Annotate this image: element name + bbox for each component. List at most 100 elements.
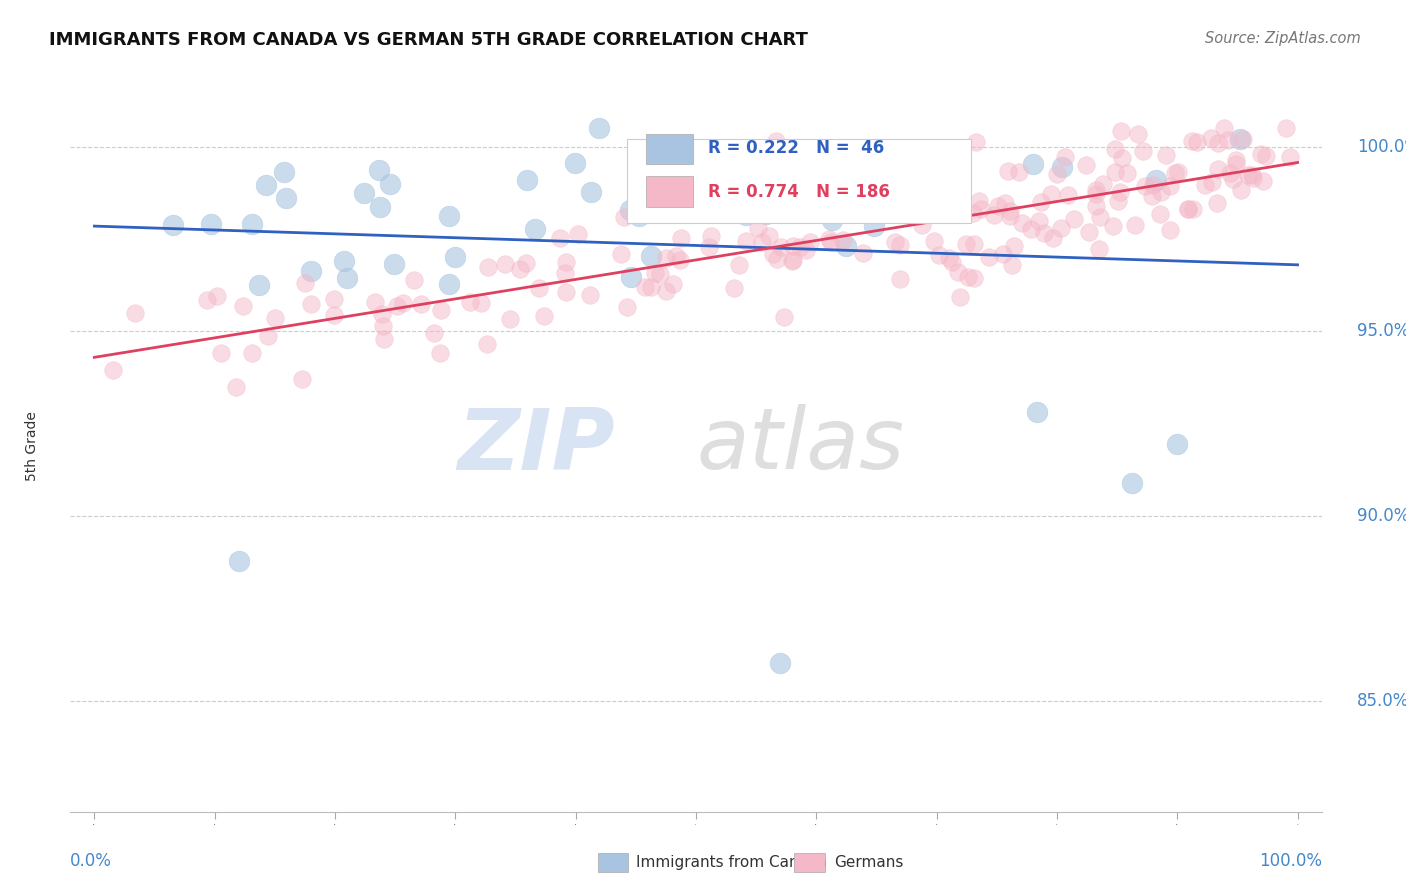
Point	[616, 300, 638, 314]
Text: IMMIGRANTS FROM CANADA VS GERMAN 5TH GRADE CORRELATION CHART: IMMIGRANTS FROM CANADA VS GERMAN 5TH GRA…	[49, 31, 808, 49]
Point	[1206, 161, 1229, 176]
Point	[1053, 150, 1076, 164]
Point	[751, 235, 773, 249]
Point	[820, 235, 842, 249]
Point	[533, 310, 555, 324]
Point	[782, 239, 804, 253]
Point	[225, 380, 247, 394]
Point	[1177, 202, 1199, 216]
Point	[735, 208, 758, 222]
Point	[1237, 168, 1260, 182]
Point	[529, 281, 551, 295]
Point	[1050, 160, 1073, 174]
Point	[516, 173, 538, 187]
Point	[1088, 242, 1111, 256]
Point	[983, 209, 1005, 223]
Point	[353, 186, 375, 200]
Point	[209, 345, 232, 359]
Point	[780, 253, 803, 268]
Bar	[645, 176, 693, 207]
Point	[955, 236, 977, 251]
Point	[477, 260, 499, 274]
Point	[1039, 187, 1062, 202]
Point	[1250, 146, 1272, 161]
Point	[1085, 186, 1108, 201]
Point	[1121, 475, 1143, 490]
Point	[240, 345, 263, 359]
Text: 5th Grade: 5th Grade	[25, 411, 39, 481]
Point	[1213, 121, 1236, 136]
Point	[1206, 195, 1229, 210]
Point	[905, 182, 928, 196]
Point	[860, 186, 883, 200]
Point	[662, 277, 685, 291]
Point	[644, 266, 666, 280]
Point	[763, 168, 786, 182]
Point	[747, 221, 769, 235]
Point	[1225, 153, 1247, 167]
Point	[613, 210, 636, 224]
Text: 90.0%: 90.0%	[1357, 508, 1406, 525]
Point	[368, 200, 391, 214]
Point	[402, 272, 425, 286]
Point	[291, 372, 314, 386]
Point	[1167, 165, 1189, 179]
Point	[555, 254, 578, 268]
Point	[866, 188, 889, 202]
Point	[987, 199, 1010, 213]
Point	[1088, 210, 1111, 224]
Point	[842, 200, 865, 214]
Point	[1116, 166, 1139, 180]
Point	[1056, 188, 1078, 202]
Point	[640, 280, 662, 294]
Point	[460, 295, 482, 310]
Point	[1092, 177, 1115, 191]
Point	[967, 194, 990, 208]
Point	[775, 153, 797, 168]
Point	[515, 256, 537, 270]
Point	[1201, 130, 1223, 145]
Point	[524, 222, 547, 236]
Point	[949, 290, 972, 304]
Point	[962, 206, 984, 220]
Point	[1241, 168, 1264, 182]
Point	[889, 173, 911, 187]
Point	[1078, 225, 1101, 239]
Point	[387, 299, 409, 313]
Point	[911, 185, 934, 199]
Point	[769, 240, 792, 254]
Point	[962, 271, 984, 285]
Point	[373, 332, 395, 346]
Point	[889, 272, 911, 286]
Point	[1084, 199, 1107, 213]
Point	[588, 121, 610, 136]
Text: ZIP: ZIP	[457, 404, 614, 488]
Point	[735, 234, 758, 248]
Point	[998, 204, 1021, 219]
Point	[1063, 212, 1085, 227]
Point	[1181, 202, 1204, 216]
Point	[371, 319, 394, 334]
Point	[1216, 133, 1239, 147]
Point	[765, 135, 787, 149]
Point	[323, 293, 346, 307]
Point	[821, 213, 844, 227]
Point	[1002, 239, 1025, 253]
Point	[727, 258, 749, 272]
Point	[965, 136, 987, 150]
Point	[101, 363, 124, 377]
Point	[444, 250, 467, 264]
Point	[1166, 437, 1188, 451]
Point	[991, 247, 1014, 261]
Point	[1104, 142, 1126, 156]
Point	[1225, 157, 1247, 171]
Point	[963, 237, 986, 252]
Point	[789, 240, 811, 254]
Point	[650, 267, 672, 281]
Point	[640, 249, 662, 263]
Point	[548, 231, 571, 245]
Point	[264, 310, 287, 325]
Point	[1108, 194, 1130, 209]
Text: Germans: Germans	[834, 855, 903, 870]
Text: 95.0%: 95.0%	[1357, 323, 1406, 341]
